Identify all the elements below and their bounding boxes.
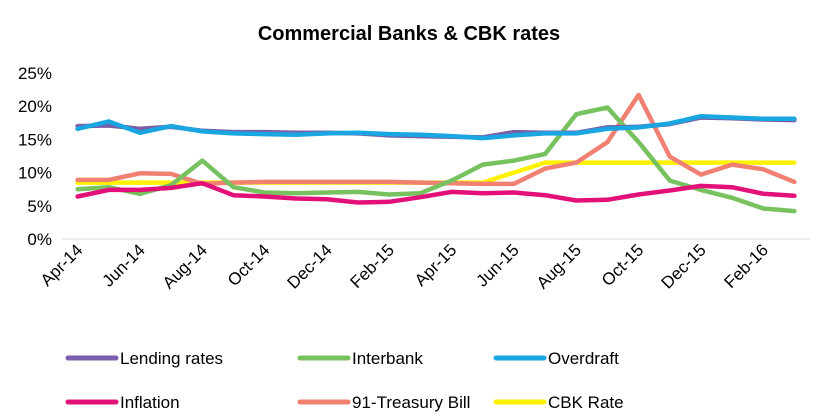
y-tick-label: 0% (27, 230, 52, 249)
y-tick-label: 5% (27, 197, 52, 216)
y-tick-label: 10% (18, 164, 52, 183)
axes: 0%5%10%15%20%25%Apr-14 Jun-14 Aug-14 Oct-14… (18, 64, 810, 293)
x-tick-label: Oct-15 (598, 240, 648, 290)
x-tick-label: Oct-14 (224, 240, 274, 290)
series-line-interbank (75, 105, 797, 214)
legend-label-cbk-rate: CBK Rate (548, 393, 624, 412)
legend-label-lending-rates: Lending rates (120, 349, 223, 368)
y-tick-label: 15% (18, 130, 52, 149)
legend-label-interbank: Interbank (352, 349, 423, 368)
x-tick-label: Feb-16 (721, 240, 773, 292)
x-tick-label: Dec-15 (658, 240, 710, 292)
series-line-91-treasury-bill (75, 92, 797, 187)
series-line-inflation (75, 180, 797, 205)
x-tick-label: Feb-15 (347, 240, 399, 292)
legend-label-overdraft: Overdraft (548, 349, 619, 368)
legend: Lending rates Interbank Overdraft Inflation… (65, 349, 624, 412)
chart-title: Commercial Banks & CBK rates (258, 23, 560, 45)
x-tick-label: Jun-15 (473, 240, 523, 290)
x-tick-label: Aug-15 (533, 240, 585, 292)
y-tick-label: 25% (18, 64, 52, 83)
legend-label-91-treasury-bill: 91-Treasury Bill (352, 393, 470, 412)
x-tick-label: Dec-14 (284, 240, 336, 292)
x-tick-label: Jun-14 (99, 240, 149, 290)
y-tick-label: 20% (18, 97, 52, 116)
legend-label-inflation: Inflation (120, 393, 180, 412)
series-lines (75, 92, 797, 214)
series-line-overdraft (75, 113, 797, 141)
x-tick-label: Apr-15 (411, 240, 461, 290)
x-tick-label: Aug-14 (159, 240, 211, 292)
